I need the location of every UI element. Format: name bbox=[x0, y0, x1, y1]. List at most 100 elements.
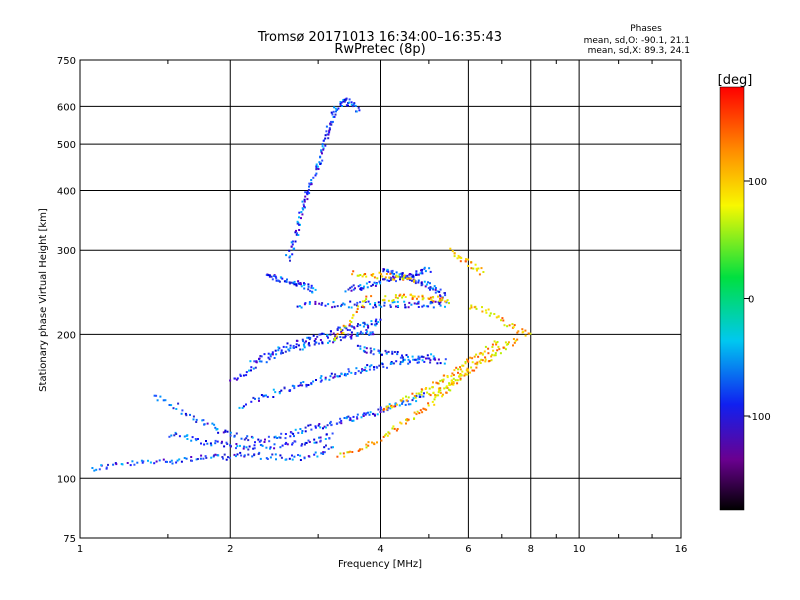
data-point bbox=[301, 338, 304, 341]
data-point bbox=[389, 304, 392, 307]
data-point bbox=[370, 333, 373, 336]
data-point bbox=[471, 369, 474, 372]
data-point bbox=[314, 425, 317, 428]
data-point bbox=[310, 428, 313, 431]
data-point bbox=[432, 355, 435, 358]
data-point bbox=[279, 276, 282, 279]
data-point bbox=[420, 284, 423, 287]
data-point bbox=[327, 341, 329, 344]
data-point bbox=[289, 435, 292, 438]
data-point bbox=[404, 303, 406, 306]
data-point bbox=[345, 104, 348, 107]
data-point bbox=[469, 307, 472, 310]
data-point bbox=[280, 352, 282, 355]
data-point bbox=[372, 442, 375, 445]
data-point bbox=[408, 301, 411, 304]
data-point bbox=[277, 346, 280, 349]
data-point bbox=[281, 444, 284, 447]
data-point bbox=[396, 351, 399, 353]
y-tick-label: 500 bbox=[57, 140, 76, 151]
data-point bbox=[364, 413, 367, 416]
data-point bbox=[460, 257, 463, 259]
data-point bbox=[386, 279, 389, 282]
data-point bbox=[388, 403, 391, 406]
data-point bbox=[469, 371, 471, 374]
data-point bbox=[212, 455, 215, 458]
data-point bbox=[343, 100, 346, 103]
data-point bbox=[214, 439, 217, 442]
data-point bbox=[466, 359, 469, 362]
data-point bbox=[422, 407, 425, 410]
data-point bbox=[502, 319, 505, 322]
data-point bbox=[330, 111, 333, 114]
data-point bbox=[195, 439, 198, 442]
data-point bbox=[444, 358, 447, 361]
data-point bbox=[326, 334, 329, 337]
data-point bbox=[320, 379, 323, 382]
data-point bbox=[461, 370, 464, 373]
data-point bbox=[313, 441, 316, 444]
data-point bbox=[308, 338, 311, 341]
data-point bbox=[299, 428, 302, 430]
data-point bbox=[324, 304, 327, 307]
data-point bbox=[392, 362, 395, 365]
data-point bbox=[343, 374, 346, 377]
data-point bbox=[250, 400, 253, 403]
data-point bbox=[400, 399, 403, 402]
data-point bbox=[180, 460, 183, 463]
data-point bbox=[221, 456, 224, 458]
data-point bbox=[459, 378, 462, 381]
data-point bbox=[303, 303, 306, 306]
data-point bbox=[389, 272, 392, 275]
data-point bbox=[297, 344, 300, 347]
data-point bbox=[339, 336, 342, 338]
data-point bbox=[355, 311, 358, 313]
data-point bbox=[374, 284, 377, 287]
data-point bbox=[251, 436, 254, 439]
data-point bbox=[475, 267, 478, 270]
data-point bbox=[298, 216, 300, 219]
data-point bbox=[289, 344, 292, 347]
data-point bbox=[292, 345, 295, 347]
data-point bbox=[340, 373, 343, 376]
data-point bbox=[315, 172, 318, 175]
data-point bbox=[274, 349, 277, 352]
data-point bbox=[107, 463, 109, 466]
data-point bbox=[343, 303, 346, 306]
data-point bbox=[470, 304, 473, 307]
data-point bbox=[427, 305, 430, 308]
data-point bbox=[293, 387, 296, 390]
data-point bbox=[155, 460, 158, 463]
data-point bbox=[315, 379, 317, 381]
data-point bbox=[209, 442, 212, 445]
data-point bbox=[462, 364, 465, 367]
data-point bbox=[340, 101, 343, 104]
data-point bbox=[328, 437, 331, 440]
data-point bbox=[170, 434, 173, 437]
data-point bbox=[311, 291, 314, 294]
data-point bbox=[401, 296, 404, 299]
data-point bbox=[253, 454, 256, 457]
data-point bbox=[477, 355, 480, 358]
y-tick-label: 300 bbox=[57, 246, 76, 257]
data-point bbox=[243, 445, 246, 448]
data-point bbox=[391, 352, 394, 355]
data-point bbox=[270, 275, 273, 278]
data-point bbox=[329, 422, 331, 425]
data-point bbox=[490, 359, 493, 362]
data-point bbox=[423, 267, 426, 270]
data-point bbox=[271, 453, 274, 456]
data-point bbox=[170, 459, 173, 462]
data-point bbox=[334, 335, 337, 338]
data-point bbox=[417, 361, 420, 364]
data-point bbox=[437, 358, 440, 361]
data-point bbox=[297, 234, 300, 236]
data-point bbox=[408, 361, 411, 364]
data-point bbox=[308, 342, 310, 345]
data-point bbox=[356, 416, 358, 419]
data-point bbox=[399, 361, 402, 364]
data-point bbox=[293, 347, 295, 349]
data-point bbox=[476, 363, 479, 366]
data-point bbox=[421, 272, 424, 275]
data-point bbox=[298, 223, 300, 226]
